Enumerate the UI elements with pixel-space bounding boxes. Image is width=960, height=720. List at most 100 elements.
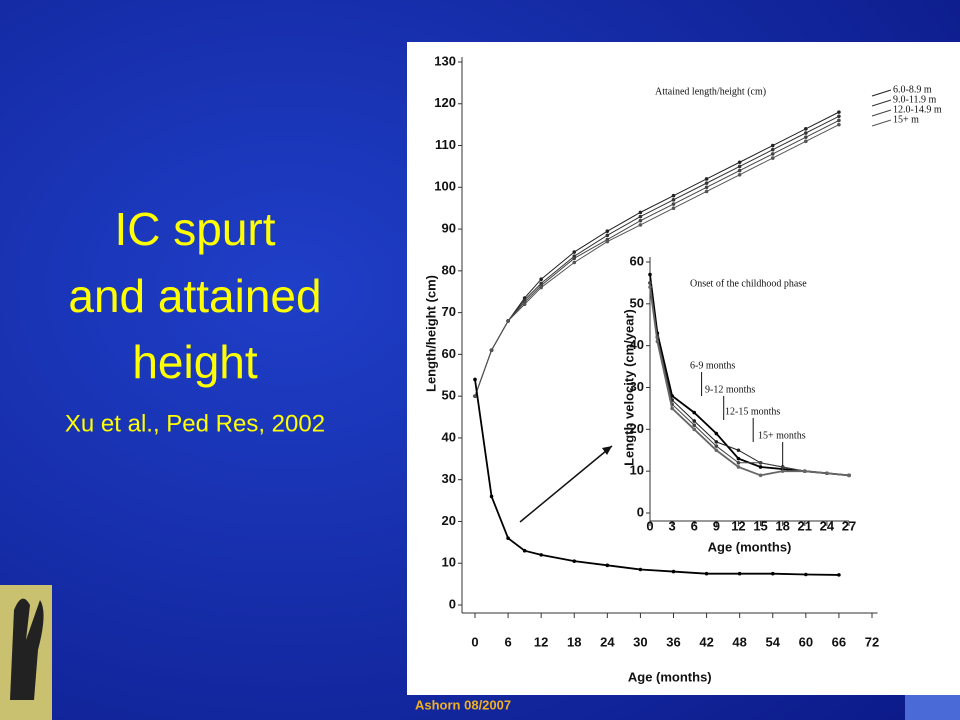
series-point bbox=[605, 239, 610, 244]
title-line: and attained bbox=[68, 270, 321, 322]
x-tick-label: 6 bbox=[691, 518, 698, 533]
series-point bbox=[692, 423, 697, 427]
legend-entry: 9.0-11.9 m bbox=[893, 94, 936, 105]
x-tick-label: 42 bbox=[699, 634, 713, 649]
series-point bbox=[780, 465, 785, 469]
citation: Xu et al., Ped Res, 2002 bbox=[65, 410, 325, 437]
x-tick-label: 30 bbox=[633, 634, 647, 649]
x-tick-label: 18 bbox=[567, 634, 581, 649]
series-point bbox=[737, 164, 742, 169]
y-tick-label: 120 bbox=[434, 95, 456, 110]
legend-arrow bbox=[871, 99, 892, 107]
series-point bbox=[837, 114, 841, 119]
series-point bbox=[473, 377, 477, 382]
series-point bbox=[539, 285, 543, 290]
inset-title: Onset of the childhood phase bbox=[690, 278, 807, 289]
x-tick-label: 3 bbox=[668, 518, 675, 533]
series-point bbox=[671, 198, 676, 202]
series-point bbox=[837, 122, 841, 127]
footer: Ashorn 08/2007 bbox=[415, 697, 511, 712]
legend-arrow bbox=[871, 89, 892, 97]
series-point bbox=[737, 168, 742, 173]
series-point bbox=[638, 218, 643, 223]
x-tick-label: 72 bbox=[865, 634, 879, 649]
y-tick-label: 80 bbox=[442, 262, 456, 277]
series-point bbox=[736, 456, 741, 461]
series-point bbox=[539, 553, 543, 557]
pointer-arrow bbox=[519, 445, 613, 523]
series-point bbox=[714, 440, 719, 444]
y-tick-label: 60 bbox=[442, 346, 456, 361]
series-point bbox=[704, 181, 709, 185]
series-point bbox=[605, 563, 610, 568]
series-point bbox=[489, 348, 494, 353]
series-line bbox=[474, 124, 840, 397]
x-tick-label: 18 bbox=[775, 518, 789, 533]
series-point bbox=[804, 131, 808, 135]
x-axis-label: Age (months) bbox=[708, 539, 792, 554]
series-point bbox=[770, 571, 775, 576]
legend-arrow bbox=[871, 119, 892, 127]
series-point bbox=[638, 210, 643, 215]
series-point bbox=[758, 461, 763, 465]
series-point bbox=[473, 394, 477, 398]
series-point bbox=[704, 177, 709, 181]
series-point bbox=[704, 189, 709, 194]
series-point bbox=[638, 567, 643, 572]
legend-entry: 15+ m bbox=[893, 114, 919, 125]
series-point bbox=[758, 465, 763, 469]
legend-entry: 6.0-8.9 m bbox=[893, 84, 932, 95]
series-point bbox=[671, 569, 676, 574]
series-point bbox=[605, 233, 610, 238]
y-tick-label: 0 bbox=[449, 596, 456, 611]
y-tick-label: 40 bbox=[442, 429, 456, 444]
title-line: IC spurt bbox=[114, 203, 275, 255]
y-tick-label: 90 bbox=[442, 221, 456, 236]
y-tick-label: 20 bbox=[442, 513, 456, 528]
series-point bbox=[692, 427, 697, 432]
y-tick-label: 30 bbox=[630, 379, 644, 394]
series-point bbox=[837, 110, 841, 114]
series-point bbox=[692, 410, 697, 415]
series-point bbox=[572, 260, 577, 265]
series-point bbox=[539, 277, 543, 282]
series-point bbox=[780, 469, 785, 473]
inset-annotation: 12-15 months bbox=[725, 406, 780, 417]
legend-arrow bbox=[871, 109, 892, 117]
series-point bbox=[605, 229, 610, 233]
y-axis-label: Length/height (cm) bbox=[423, 275, 438, 392]
y-tick-label: 40 bbox=[630, 337, 644, 352]
y-tick-label: 130 bbox=[434, 53, 456, 68]
series-point bbox=[837, 118, 841, 123]
corner-icon bbox=[905, 694, 960, 720]
x-tick-label: 24 bbox=[600, 634, 615, 649]
y-tick-label: 70 bbox=[442, 304, 456, 319]
y-tick-label: 10 bbox=[442, 555, 456, 570]
x-tick-label: 0 bbox=[646, 518, 653, 533]
y-tick-label: 10 bbox=[630, 463, 644, 478]
series-point bbox=[648, 281, 652, 285]
series-line bbox=[474, 379, 839, 576]
x-tick-label: 66 bbox=[832, 634, 846, 649]
legend-entry: 12.0-14.9 m bbox=[893, 104, 942, 115]
series-point bbox=[692, 419, 697, 423]
series-point bbox=[506, 319, 510, 323]
series-point bbox=[802, 469, 807, 473]
x-tick-label: 0 bbox=[471, 634, 478, 649]
x-tick-label: 12 bbox=[534, 634, 548, 649]
series-point bbox=[671, 193, 676, 198]
series-point bbox=[737, 571, 742, 576]
series-point bbox=[770, 147, 775, 152]
x-tick-label: 21 bbox=[798, 518, 812, 533]
series-point bbox=[670, 406, 674, 411]
series-point bbox=[648, 272, 652, 277]
series-point bbox=[770, 152, 775, 156]
pointer-head bbox=[602, 446, 612, 455]
x-tick-label: 9 bbox=[713, 518, 720, 533]
series-point bbox=[714, 448, 719, 453]
inset-annotation: 6-9 months bbox=[690, 360, 735, 371]
series-point bbox=[770, 156, 775, 160]
x-tick-label: 60 bbox=[799, 634, 813, 649]
series-point bbox=[638, 223, 643, 227]
chart-panel bbox=[407, 42, 960, 695]
